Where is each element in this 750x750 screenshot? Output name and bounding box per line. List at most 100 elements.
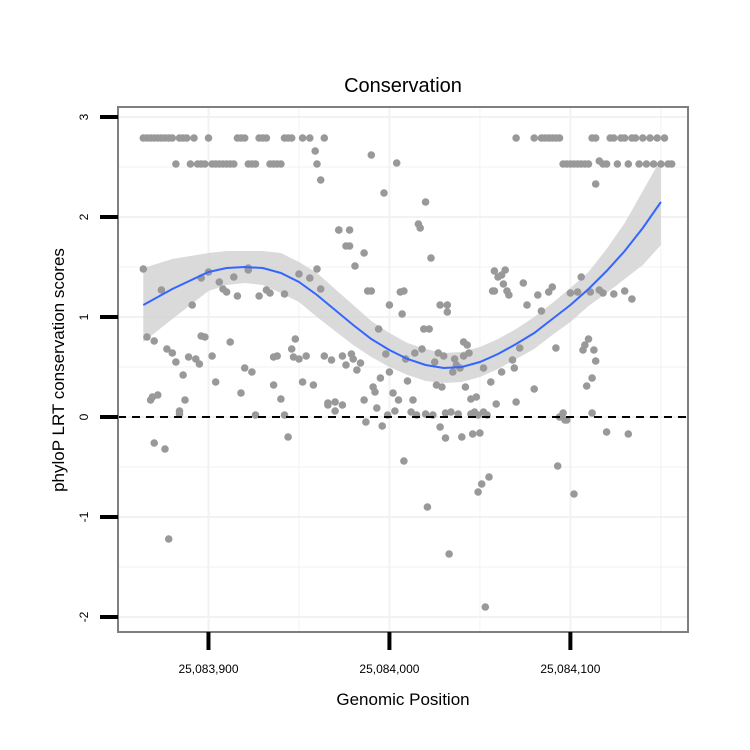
data-point: [436, 301, 444, 309]
data-point: [327, 356, 336, 364]
data-point: [324, 399, 332, 407]
data-point: [362, 418, 370, 426]
data-point: [179, 371, 187, 379]
data-point: [139, 265, 148, 273]
data-point: [649, 160, 658, 168]
data-point: [411, 349, 419, 357]
data-point: [553, 462, 562, 470]
data-point: [403, 377, 412, 385]
x-tick-label: 25,083,900: [178, 662, 238, 676]
data-point: [421, 198, 430, 206]
data-point: [172, 358, 180, 366]
data-point: [430, 358, 439, 366]
data-point: [468, 430, 477, 438]
data-point: [492, 400, 501, 408]
data-point: [610, 290, 618, 298]
data-point: [356, 359, 365, 367]
data-point: [472, 393, 481, 401]
data-point: [490, 267, 499, 275]
data-point: [389, 389, 397, 397]
data-point: [302, 352, 311, 360]
data-point: [639, 134, 647, 142]
data-point: [154, 391, 162, 399]
data-point: [642, 160, 651, 168]
data-point: [418, 345, 426, 353]
data-point: [400, 287, 408, 295]
data-point: [582, 382, 591, 390]
data-point: [367, 287, 376, 295]
x-axis-label: Genomic Position: [336, 690, 469, 709]
data-point: [164, 535, 173, 543]
data-point: [443, 308, 452, 316]
data-point: [555, 134, 564, 142]
data-point: [168, 134, 177, 142]
data-point: [660, 134, 669, 142]
data-point: [240, 134, 249, 142]
data-point: [474, 488, 482, 496]
data-point: [584, 335, 593, 343]
data-point: [195, 360, 204, 368]
data-point: [360, 396, 368, 404]
x-axis: 25,083,900 25,084,000 25,084,100: [178, 632, 601, 676]
chart-title: Conservation: [344, 75, 462, 97]
data-point: [313, 160, 321, 168]
data-point: [559, 409, 567, 417]
data-point: [215, 278, 224, 286]
data-point: [479, 364, 488, 372]
data-point: [667, 160, 676, 168]
data-point: [226, 338, 234, 346]
data-point: [421, 410, 430, 418]
data-point: [581, 341, 589, 349]
data-point: [277, 395, 285, 403]
data-point: [311, 147, 320, 155]
data-point: [512, 134, 520, 142]
data-point: [345, 242, 354, 250]
data-point: [240, 364, 249, 372]
data-point: [563, 416, 571, 424]
data-point: [338, 352, 347, 360]
data-point: [320, 134, 329, 142]
scatter-points: [139, 134, 676, 611]
data-point: [461, 383, 470, 391]
data-point: [251, 411, 260, 419]
data-point: [624, 160, 633, 168]
data-point: [602, 428, 611, 436]
data-point: [400, 457, 408, 465]
data-point: [338, 401, 347, 409]
data-point: [248, 368, 256, 376]
data-point: [481, 603, 490, 611]
data-point: [463, 341, 472, 349]
data-point: [398, 310, 406, 318]
data-point: [624, 430, 633, 438]
y-tick-label: 0: [77, 413, 91, 420]
data-point: [335, 226, 343, 234]
data-point: [266, 289, 274, 297]
data-point: [620, 134, 629, 142]
data-point: [443, 301, 452, 309]
data-point: [230, 273, 238, 281]
data-point: [591, 357, 600, 365]
y-axis-label: phyloP LRT conservation scores: [49, 248, 68, 492]
data-point: [373, 404, 381, 412]
data-point: [657, 160, 665, 168]
data-point: [184, 353, 193, 361]
data-point: [454, 410, 463, 418]
data-point: [487, 378, 495, 386]
x-tick-label: 25,084,000: [359, 662, 419, 676]
data-point: [237, 389, 245, 397]
data-point: [599, 289, 607, 297]
data-point: [269, 381, 278, 389]
data-point: [439, 352, 448, 360]
data-point: [316, 285, 325, 293]
data-point: [230, 160, 238, 168]
data-point: [280, 290, 289, 298]
data-point: [409, 396, 417, 404]
data-point: [631, 134, 640, 142]
data-point: [201, 160, 209, 168]
data-point: [385, 301, 394, 309]
data-point: [374, 325, 383, 333]
data-point: [143, 333, 151, 341]
data-point: [423, 503, 432, 511]
data-point: [510, 364, 519, 372]
